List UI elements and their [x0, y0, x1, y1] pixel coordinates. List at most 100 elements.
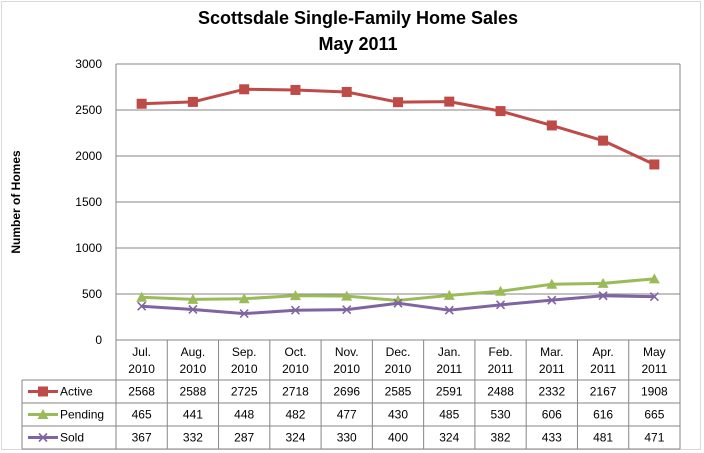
x-tick-label-year: 2010	[385, 362, 412, 376]
table-cell: 324	[439, 431, 459, 445]
y-axis-ticks: 0 500 1000 1500 2000 2500 3000	[75, 57, 102, 347]
table-cell: 471	[644, 431, 664, 445]
data-point	[137, 301, 147, 311]
y-tick-label: 1000	[75, 241, 102, 255]
series-layer	[136, 84, 660, 319]
chart-subtitle: May 2011	[318, 34, 397, 54]
table-cell: 430	[388, 408, 408, 422]
x-tick-label-year: 2010	[231, 362, 258, 376]
x-tick-label: Apr.	[592, 345, 613, 359]
x-tick-label: Jan.	[438, 345, 461, 359]
x-tick-label: May	[643, 345, 666, 359]
y-tick-label: 2000	[75, 149, 102, 163]
table-cell: 287	[234, 431, 254, 445]
table-cell: 2332	[538, 385, 565, 399]
y-tick-label: 500	[82, 287, 102, 301]
table-cell: 2488	[487, 385, 514, 399]
table-cell: 482	[285, 408, 305, 422]
data-point	[546, 278, 558, 289]
data-point	[444, 96, 455, 107]
x-tick-label-year: 2010	[333, 362, 360, 376]
table-cell: 2696	[333, 385, 360, 399]
series-active	[136, 84, 660, 170]
legend-label: Active	[60, 385, 93, 399]
data-point	[342, 305, 352, 315]
table-cell: 477	[337, 408, 357, 422]
table-cell: 606	[542, 408, 562, 422]
table-cell: 530	[491, 408, 511, 422]
table-cell: 665	[644, 408, 664, 422]
y-tick-label: 3000	[75, 57, 102, 71]
data-point	[290, 305, 301, 315]
table-cell: 2718	[282, 385, 309, 399]
data-point	[393, 298, 403, 308]
data-point	[495, 300, 506, 310]
y-tick-label: 1500	[75, 195, 102, 209]
data-point	[136, 291, 148, 302]
y-tick-label: 2500	[75, 103, 102, 117]
table-cell: 465	[132, 408, 152, 422]
table-cell: 332	[183, 431, 203, 445]
x-tick-label-year: 2010	[282, 362, 309, 376]
data-point	[187, 96, 198, 107]
x-tick-label: Aug.	[181, 345, 206, 359]
table-cell: 448	[234, 408, 254, 422]
table-cell: 2588	[180, 385, 207, 399]
data-point	[444, 305, 454, 315]
table-cell: 481	[593, 431, 613, 445]
data-point	[239, 309, 249, 319]
x-tick-label: Sep.	[232, 345, 257, 359]
table-cell: 441	[183, 408, 203, 422]
gridlines	[115, 63, 681, 340]
legend-key-marker	[37, 409, 49, 419]
x-tick-label-year: 2011	[590, 362, 616, 376]
data-point	[495, 106, 506, 117]
table-cell: 2568	[128, 385, 155, 399]
x-tick-label: Nov.	[335, 345, 359, 359]
series-pending	[136, 273, 660, 305]
chart-title: Scottsdale Single-Family Home Sales	[198, 8, 518, 28]
table-cell: 367	[132, 431, 152, 445]
data-point	[495, 285, 507, 296]
data-point	[187, 293, 199, 304]
data-point	[597, 277, 609, 288]
data-point	[648, 273, 660, 284]
table-cell: 2591	[436, 385, 463, 399]
y-axis-label: Number of Homes	[9, 150, 23, 254]
y-tick-label: 0	[95, 333, 102, 347]
data-point	[649, 159, 660, 170]
x-tick-label-year: 2011	[488, 362, 514, 376]
legend-key-marker	[38, 386, 48, 397]
data-point	[598, 291, 608, 301]
data-point	[238, 293, 250, 304]
x-tick-label-year: 2011	[539, 362, 565, 376]
x-tick-label: Dec.	[386, 345, 411, 359]
x-tick-label: Oct.	[284, 345, 306, 359]
table-cell: 324	[285, 431, 305, 445]
table-cell: 1908	[641, 385, 668, 399]
table-cell: 400	[388, 431, 408, 445]
data-point	[290, 84, 301, 95]
data-point	[341, 86, 352, 97]
data-point	[598, 135, 609, 146]
legend-label: Sold	[60, 431, 84, 445]
table-cell: 330	[337, 431, 357, 445]
series-sold	[137, 291, 659, 319]
data-point	[547, 295, 557, 305]
x-tick-label: Jul.	[132, 345, 151, 359]
data-point	[136, 98, 147, 109]
table-cell: 485	[439, 408, 459, 422]
data-point	[289, 290, 301, 301]
x-tick-label-year: 2011	[436, 362, 462, 376]
x-tick-label-year: 2010	[128, 362, 155, 376]
data-point	[239, 84, 250, 95]
table-cell: 2585	[385, 385, 412, 399]
x-tick-label: Mar.	[540, 345, 563, 359]
table-cell: 433	[542, 431, 562, 445]
data-point	[188, 304, 198, 315]
table-cell: 382	[491, 431, 511, 445]
x-tick-label: Feb.	[489, 345, 513, 359]
data-point	[546, 120, 557, 131]
